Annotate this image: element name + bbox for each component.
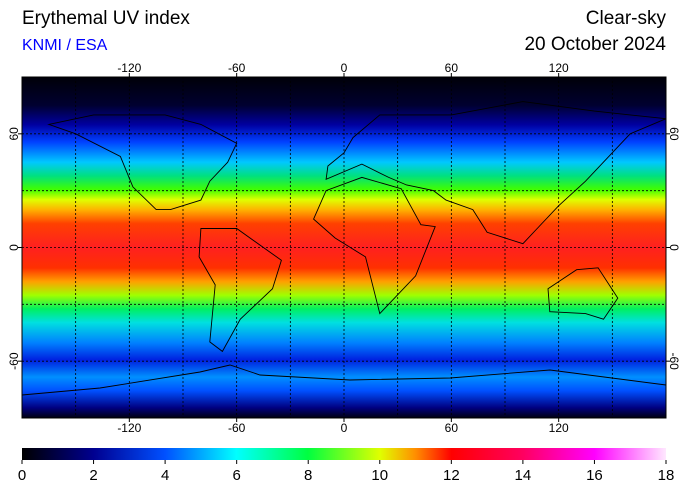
lat-tick-label: 60 (7, 127, 21, 141)
colorbar-label: 6 (232, 467, 240, 484)
lat-tick-label: -60 (7, 352, 21, 370)
lon-tick-label: 120 (549, 421, 569, 435)
colorbar-label: 16 (586, 467, 603, 484)
graticule (22, 77, 666, 418)
colorbar-label: 12 (443, 467, 460, 484)
lat-tick-label: 0 (667, 244, 681, 251)
colorbar-label: 2 (89, 467, 97, 484)
lat-tick-label: 0 (7, 244, 21, 251)
condition: Clear-sky (586, 8, 667, 29)
colorbar-label: 8 (304, 467, 312, 484)
coastlines (21, 101, 667, 396)
lon-tick-label: 0 (341, 421, 348, 435)
lon-tick-label: -60 (228, 61, 246, 75)
source: KNMI / ESA (22, 37, 108, 54)
lon-tick-label: -60 (228, 421, 246, 435)
title: Erythemal UV index (22, 8, 190, 29)
lon-tick-label: 120 (549, 61, 569, 75)
colorbar-label: 0 (18, 467, 26, 484)
colorbar-label: 14 (515, 467, 532, 484)
lon-tick-label: 0 (341, 61, 348, 75)
colorbar (22, 448, 666, 460)
lat-tick-label: -60 (667, 352, 681, 370)
lon-tick-label: -120 (117, 61, 141, 75)
colorbar-label: 4 (161, 467, 169, 484)
lon-tick-label: 60 (445, 421, 459, 435)
lon-tick-label: 60 (445, 61, 459, 75)
date: 20 October 2024 (524, 34, 666, 55)
colorbar-label: 18 (658, 467, 675, 484)
colorbar-label: 10 (371, 467, 388, 484)
lon-tick-label: -120 (117, 421, 141, 435)
lat-tick-label: 60 (667, 127, 681, 141)
